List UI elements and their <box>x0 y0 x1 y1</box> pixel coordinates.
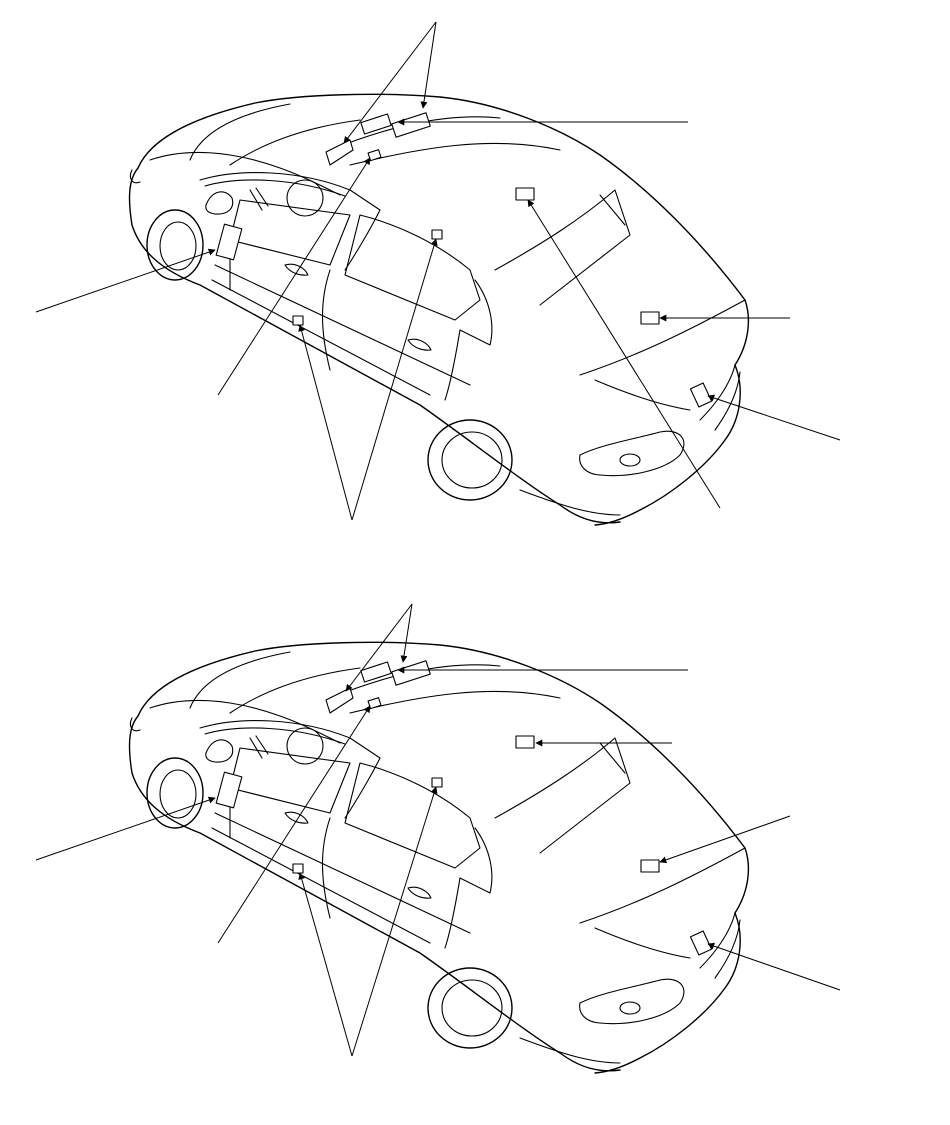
upper-leader-left <box>35 248 216 313</box>
lower-leader-right-low <box>707 942 841 991</box>
upper-trunk-sensor <box>640 311 660 325</box>
lower-map-lamp-right <box>391 660 431 686</box>
lower-leader-bottom-a <box>298 872 353 1057</box>
lower-overhead-module <box>360 661 392 683</box>
upper-car-body <box>128 93 750 526</box>
lower-leader-left <box>35 796 216 861</box>
upper-leader-center <box>527 199 721 509</box>
lower-leader-right-mid <box>659 815 791 864</box>
upper-leader-top-a <box>343 21 437 144</box>
upper-control-unit-center <box>515 187 535 201</box>
upper-leader-bottom-a <box>298 324 353 521</box>
lower-leader-top-a <box>345 603 413 692</box>
upper-leader-top-b <box>420 21 437 109</box>
lower-small-sensor-roof <box>367 697 382 710</box>
upper-door-switch-rear <box>431 229 443 240</box>
upper-leader-right-low <box>707 394 841 441</box>
lower-front-pillar-unit <box>215 771 243 809</box>
lower-door-switch-front <box>292 863 304 874</box>
lower-map-lamp-left <box>325 687 354 714</box>
upper-map-lamp-left <box>325 139 354 166</box>
upper-leader-lower-left <box>217 157 371 396</box>
upper-door-switch-front <box>292 315 304 326</box>
upper-rear-module <box>689 382 713 408</box>
lower-car-view <box>35 603 841 1074</box>
upper-front-pillar-unit <box>215 223 243 261</box>
lower-leader-bottom-b <box>351 786 438 1057</box>
lower-control-unit-center <box>515 735 535 749</box>
upper-overhead-module <box>360 113 392 135</box>
upper-map-lamp-right <box>391 112 431 138</box>
lower-car-body <box>128 641 750 1074</box>
lower-leader-top-b <box>400 603 413 663</box>
upper-small-sensor-roof <box>367 149 382 162</box>
upper-car-view <box>35 21 841 526</box>
lower-leader-lower-left <box>217 705 371 944</box>
upper-leader-bottom-b <box>351 238 438 521</box>
lower-trunk-sensor <box>640 859 660 873</box>
lower-rear-module <box>689 930 713 956</box>
lower-door-switch-rear <box>431 777 443 788</box>
